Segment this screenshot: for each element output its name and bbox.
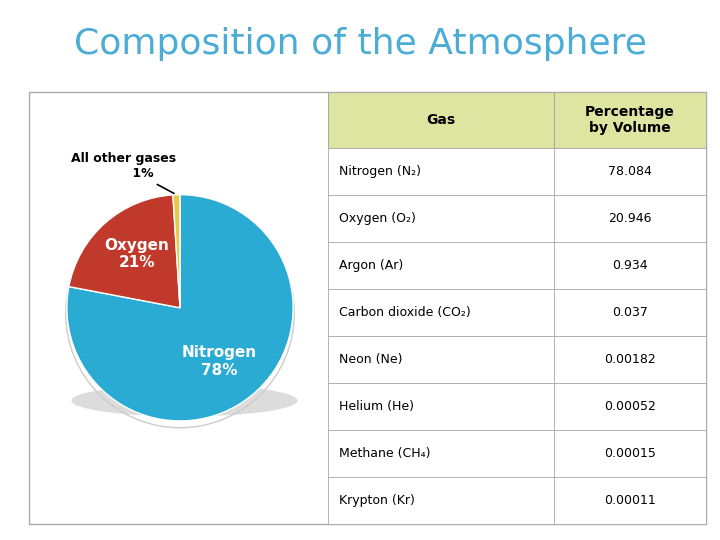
Text: All other gases
         1%: All other gases 1% xyxy=(71,152,176,193)
Bar xyxy=(328,336,706,383)
Wedge shape xyxy=(69,195,180,308)
Text: Helium (He): Helium (He) xyxy=(339,400,414,413)
Bar xyxy=(328,148,706,195)
Text: 0.00015: 0.00015 xyxy=(604,447,656,460)
Text: Nitrogen (N₂): Nitrogen (N₂) xyxy=(339,165,421,178)
Wedge shape xyxy=(173,194,180,308)
Text: Oxygen
21%: Oxygen 21% xyxy=(104,238,169,270)
Text: Neon (Ne): Neon (Ne) xyxy=(339,353,402,366)
Text: Krypton (Kr): Krypton (Kr) xyxy=(339,494,415,507)
Text: 0.00052: 0.00052 xyxy=(604,400,656,413)
Bar xyxy=(328,430,706,477)
Text: Composition of the Atmosphere: Composition of the Atmosphere xyxy=(73,27,647,61)
Text: Argon (Ar): Argon (Ar) xyxy=(339,259,403,272)
Bar xyxy=(328,195,706,242)
Text: Carbon dioxide (CO₂): Carbon dioxide (CO₂) xyxy=(339,306,471,319)
Bar xyxy=(328,92,706,148)
Bar xyxy=(328,383,706,430)
Ellipse shape xyxy=(71,384,297,416)
Wedge shape xyxy=(67,194,293,421)
Bar xyxy=(328,477,706,524)
Bar xyxy=(328,289,706,336)
Text: 0.037: 0.037 xyxy=(612,306,648,319)
Text: Gas: Gas xyxy=(426,113,456,127)
Text: Percentage
by Volume: Percentage by Volume xyxy=(585,105,675,135)
Text: 20.946: 20.946 xyxy=(608,212,652,225)
Text: Methane (CH₄): Methane (CH₄) xyxy=(339,447,431,460)
Bar xyxy=(328,242,706,289)
Text: 0.00182: 0.00182 xyxy=(604,353,656,366)
Text: 0.934: 0.934 xyxy=(612,259,648,272)
Text: Oxygen (O₂): Oxygen (O₂) xyxy=(339,212,416,225)
Text: Nitrogen
78%: Nitrogen 78% xyxy=(182,345,257,377)
Text: 0.00011: 0.00011 xyxy=(604,494,656,507)
Text: 78.084: 78.084 xyxy=(608,165,652,178)
